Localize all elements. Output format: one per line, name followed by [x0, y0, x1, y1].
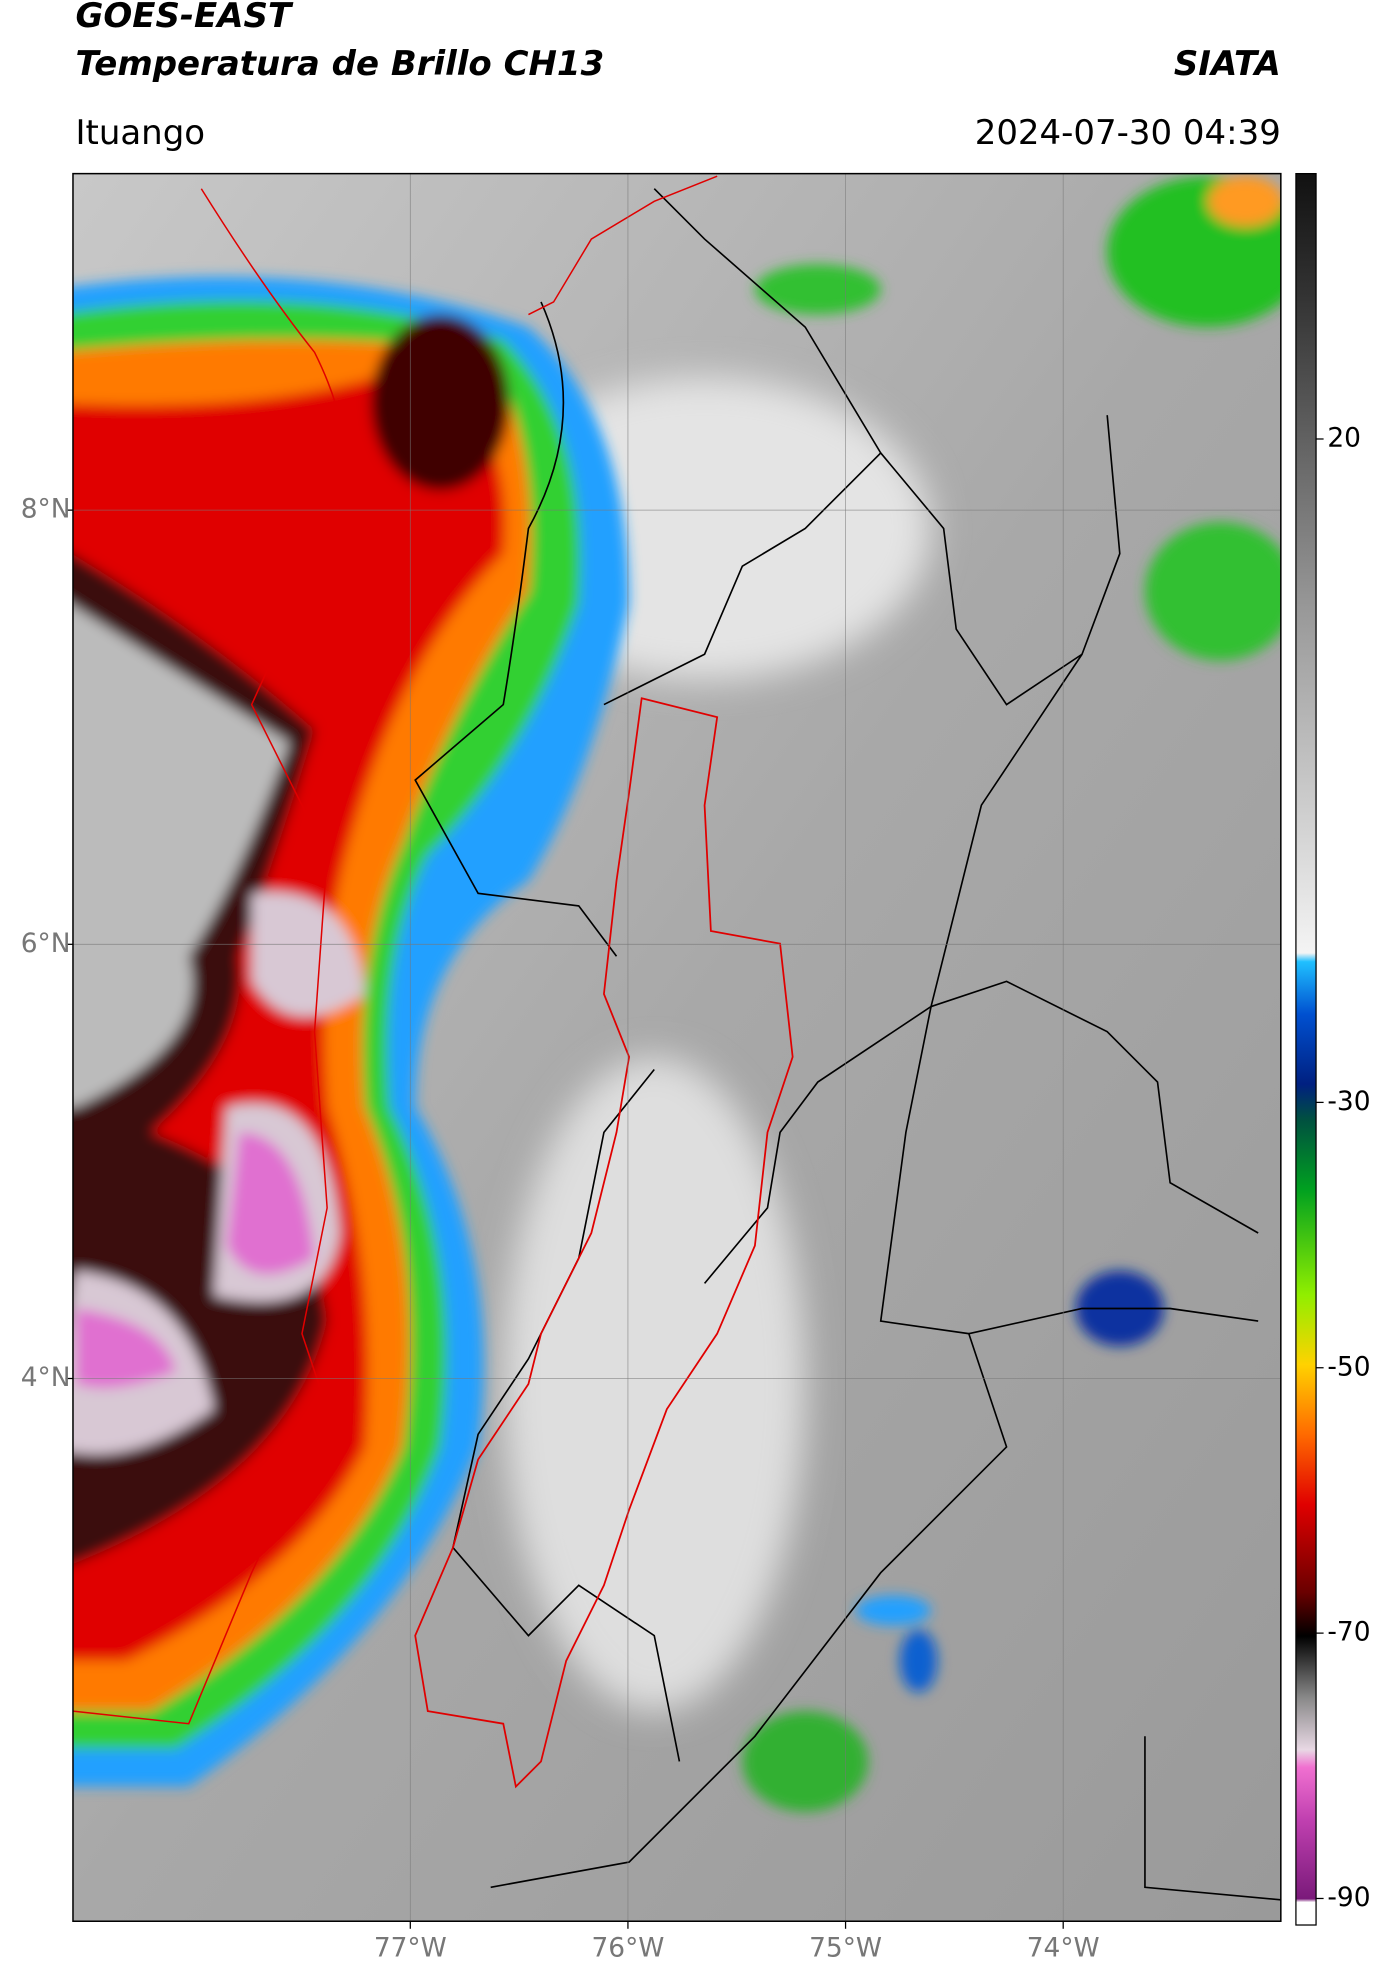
region: Ituango	[75, 113, 205, 153]
y-tick-label: 8°N	[21, 494, 71, 525]
organization: SIATA	[1174, 44, 1281, 84]
title: GOES-EAST	[75, 0, 293, 36]
x-tick-label: 76°W	[591, 1932, 664, 1963]
colorbar-tick-label: -90	[1327, 1882, 1370, 1913]
x-tick-label: 75°W	[809, 1932, 882, 1963]
colorbar-tick-label: -30	[1327, 1086, 1370, 1117]
colorbar	[1295, 172, 1317, 1926]
y-tick-label: 4°N	[21, 1362, 71, 1393]
x-tick-label: 74°W	[1027, 1932, 1100, 1963]
map-frame	[72, 172, 1282, 1922]
x-tick-label: 77°W	[374, 1932, 447, 1963]
subtitle: Temperatura de Brillo CH13	[75, 44, 604, 84]
y-tick-label: 6°N	[21, 928, 71, 959]
satellite-image	[72, 173, 1281, 1922]
colorbar-tick-label: -70	[1327, 1617, 1370, 1648]
colorbar-tick-label: 20	[1327, 422, 1361, 453]
colorbar-tick-label: -50	[1327, 1351, 1370, 1382]
datetime: 2024-07-30 04:39	[975, 113, 1281, 153]
